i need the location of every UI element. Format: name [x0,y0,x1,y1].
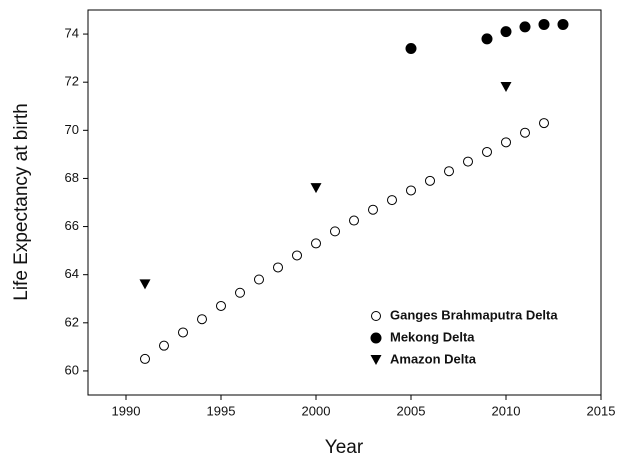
y-tick-label: 74 [65,26,79,41]
point [425,175,435,186]
point [539,118,549,129]
point [520,127,530,138]
point [500,82,512,92]
point [405,43,417,54]
y-tick-label: 68 [65,170,79,185]
point [557,18,569,30]
point [197,314,207,325]
x-tick-label: 2010 [492,403,521,418]
point [519,21,531,33]
point [463,156,473,167]
point [349,215,359,226]
point [444,166,454,177]
point [140,353,150,364]
y-tick-label: 66 [65,218,79,233]
legend-text: Ganges Brahmaputra Delta [390,307,558,322]
y-tick-label: 64 [65,266,79,281]
y-tick-label: 70 [65,122,79,137]
x-tick-label: 1990 [112,403,141,418]
point [311,238,321,249]
legend-text: Amazon Delta [390,351,477,366]
point [254,274,264,285]
point [159,340,169,351]
x-tick-label: 2005 [397,403,426,418]
point [501,137,511,148]
x-tick-label: 2015 [587,403,616,418]
point [387,195,397,206]
point [273,262,283,273]
y-tick-label: 60 [65,362,79,377]
point [481,33,493,45]
legend-marker [370,332,382,344]
legend-marker [370,355,382,365]
y-tick-label: 72 [65,74,79,89]
x-tick-label: 1995 [207,403,236,418]
point [139,279,151,290]
legend-text: Mekong Delta [390,329,475,344]
plot-frame [87,9,602,396]
y-axis-title: Life Expectancy at birth [11,103,32,301]
y-tick-label: 62 [65,314,79,329]
point [538,18,550,30]
point [500,26,512,38]
point [235,287,245,298]
point [368,204,378,215]
point [178,327,188,338]
point [292,250,302,261]
point [216,300,226,311]
point [482,146,492,157]
point [310,183,322,194]
point [330,226,340,237]
x-axis-title: Year [325,437,364,458]
legend-marker [371,311,381,321]
point [406,185,416,196]
x-tick-label: 2000 [302,403,331,418]
